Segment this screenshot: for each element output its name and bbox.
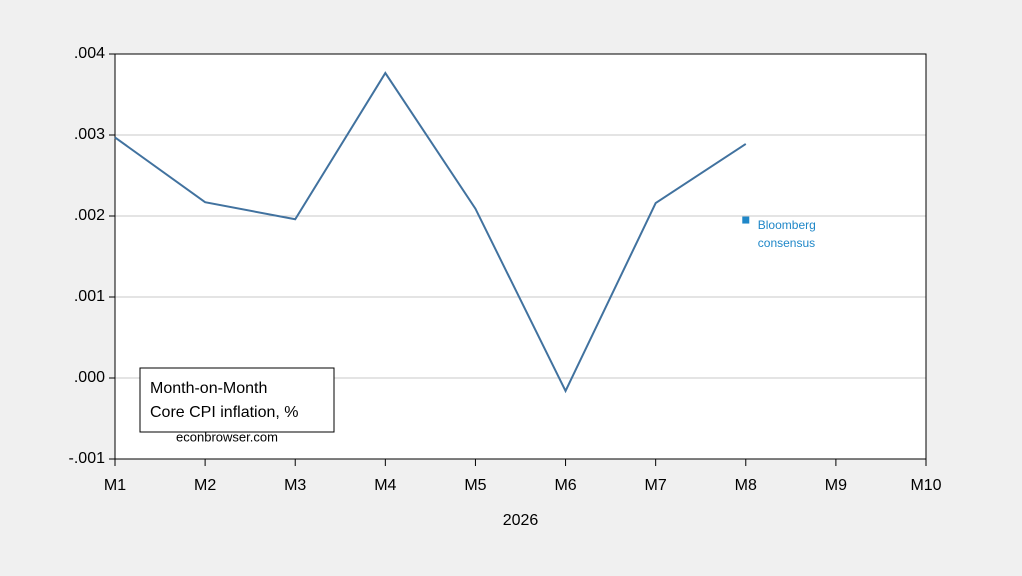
x-tick-label: M8	[735, 477, 757, 494]
y-tick-label: .002	[74, 207, 105, 224]
series-label: Bloomberg consensus	[757, 218, 816, 251]
y-tick-label: .004	[74, 45, 105, 62]
x-tick-label: M9	[825, 477, 847, 494]
y-tick-label: -.001	[69, 450, 106, 467]
x-tick-label: M7	[645, 477, 667, 494]
x-tick-label: M4	[374, 477, 396, 494]
text-box-line: Core CPI inflation, %	[150, 404, 299, 421]
data-line	[114, 71, 747, 394]
plot-border	[114, 53, 927, 460]
x-axis-title: 2026	[503, 512, 539, 529]
x-tick-label: M10	[910, 477, 941, 494]
y-tick-label: .000	[74, 369, 105, 386]
x-tick-label: M3	[284, 477, 306, 494]
point-label-box: Bloomberg consensus	[757, 218, 816, 251]
x-tick-label: M6	[554, 477, 576, 494]
source-note: econbrowser.com	[176, 429, 278, 444]
text-box-line: Month-on-Month	[150, 380, 267, 397]
y-tick-label: .001	[74, 288, 105, 305]
data-point	[742, 216, 750, 224]
x-tick-label: M2	[194, 477, 216, 494]
x-tick-label: M5	[464, 477, 486, 494]
y-tick-label: .003	[74, 126, 105, 143]
text-box	[139, 367, 335, 433]
x-tick-label: M1	[104, 477, 126, 494]
